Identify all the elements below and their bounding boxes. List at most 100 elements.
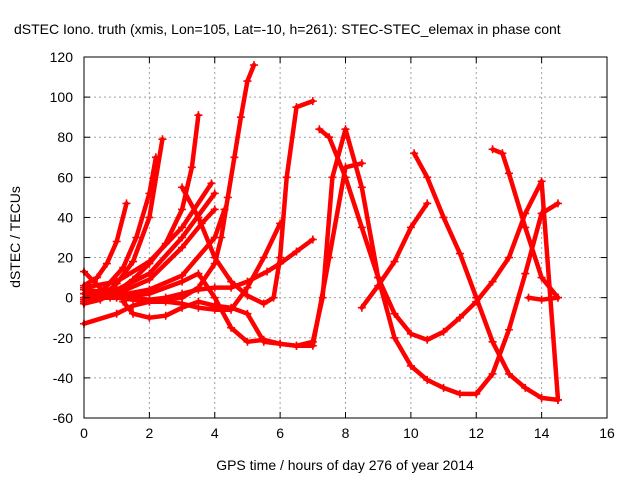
data-point: [223, 193, 232, 202]
data-point: [230, 153, 239, 162]
data-point: [178, 233, 187, 242]
y-tick-label: 60: [57, 169, 73, 185]
data-point: [129, 301, 138, 310]
data-point: [455, 249, 464, 258]
y-tick-label: 20: [57, 250, 73, 266]
data-point: [145, 275, 154, 284]
data-point: [161, 311, 170, 320]
data-point: [161, 297, 170, 306]
data-point: [524, 293, 533, 302]
data-point: [236, 113, 245, 122]
data-point: [122, 199, 131, 208]
data-point: [292, 247, 301, 256]
data-point: [178, 303, 187, 312]
x-tick-label: 4: [211, 425, 219, 441]
data-point: [488, 369, 497, 378]
data-point: [308, 97, 317, 106]
data-point: [132, 233, 141, 242]
series-17: [357, 199, 432, 312]
data-point: [292, 341, 301, 350]
data-point: [521, 383, 530, 392]
series-11: [80, 61, 258, 306]
data-point: [194, 213, 203, 222]
data-point: [145, 313, 154, 322]
data-point: [210, 293, 219, 302]
data-point: [553, 293, 562, 302]
data-point: [178, 183, 187, 192]
data-point: [210, 301, 219, 310]
data-point: [194, 111, 203, 120]
data-point: [423, 335, 432, 344]
data-point: [504, 169, 513, 178]
data-point: [210, 189, 219, 198]
data-point: [194, 297, 203, 306]
data-point: [276, 219, 285, 228]
data-point: [374, 273, 383, 282]
x-tick-label: 12: [468, 425, 484, 441]
data-point: [119, 297, 128, 306]
data-point: [504, 369, 513, 378]
data-point: [406, 223, 415, 232]
x-tick-label: 6: [276, 425, 284, 441]
data-point: [308, 337, 317, 346]
data-point: [263, 267, 272, 276]
data-point: [129, 257, 138, 266]
data-point: [178, 243, 187, 252]
y-tick-label: 80: [57, 129, 73, 145]
data-point: [145, 289, 154, 298]
data-point: [259, 299, 268, 308]
data-point: [318, 293, 327, 302]
plot-frame: [83, 56, 608, 419]
data-point: [315, 125, 324, 134]
data-point: [390, 309, 399, 318]
data-point: [292, 103, 301, 112]
data-point: [308, 235, 317, 244]
data-point: [259, 253, 268, 262]
data-point: [357, 159, 366, 168]
data-point: [210, 253, 219, 262]
data-point: [325, 133, 334, 142]
chart-title: dSTEC Iono. truth (xmis, Lon=105, Lat=-1…: [14, 21, 561, 37]
data-point: [178, 223, 187, 232]
series-line: [317, 126, 561, 403]
x-axis-label: GPS time / hours of day 276 of year 2014: [216, 457, 474, 473]
data-point: [145, 257, 154, 266]
data-point: [194, 283, 203, 292]
y-tick-label: 120: [50, 49, 74, 65]
data-point: [243, 291, 252, 300]
data-point: [341, 125, 350, 134]
series-20: [524, 293, 562, 304]
y-axis-label: dSTEC / TECUs: [7, 186, 23, 288]
data-point: [553, 395, 562, 404]
data-point: [357, 303, 366, 312]
data-point: [328, 173, 337, 182]
x-tick-label: 14: [534, 425, 550, 441]
data-point: [129, 309, 138, 318]
y-tick-label: -20: [53, 330, 73, 346]
series-12: [178, 97, 317, 308]
data-point: [93, 273, 102, 282]
data-point: [243, 77, 252, 86]
data-point: [537, 393, 546, 402]
data-point: [406, 361, 415, 370]
data-point: [455, 389, 464, 398]
data-point: [178, 205, 187, 214]
data-point: [178, 277, 187, 286]
x-tick-label: 16: [599, 425, 615, 441]
x-tick-label: 8: [342, 425, 350, 441]
data-point: [217, 233, 226, 242]
data-point: [537, 273, 546, 282]
data-point: [504, 253, 513, 262]
x-tick-label: 0: [80, 425, 88, 441]
data-point: [472, 293, 481, 302]
plot-series: [80, 61, 562, 404]
data-point: [537, 177, 546, 186]
data-point: [276, 253, 285, 262]
data-point: [357, 223, 366, 232]
series-14: [80, 159, 366, 350]
data-point: [112, 309, 121, 318]
data-point: [357, 183, 366, 192]
data-point: [187, 163, 196, 172]
data-point: [243, 337, 252, 346]
